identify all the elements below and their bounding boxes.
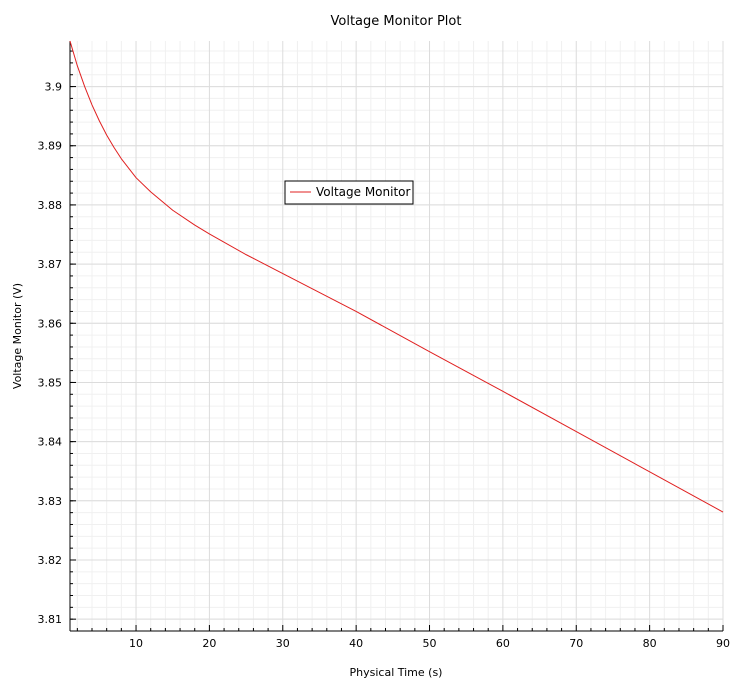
x-tick-label: 50 <box>423 637 437 650</box>
y-tick-label: 3.81 <box>38 613 63 626</box>
x-tick-label: 80 <box>643 637 657 650</box>
y-tick-label: 3.89 <box>38 140 63 153</box>
y-tick-label: 3.85 <box>38 376 63 389</box>
x-tick-label: 10 <box>129 637 143 650</box>
x-tick-label: 20 <box>202 637 216 650</box>
plot-area-frame <box>70 41 723 631</box>
x-tick-label: 90 <box>716 637 730 650</box>
x-tick-label: 70 <box>569 637 583 650</box>
y-tick-label: 3.86 <box>38 317 63 330</box>
series-line-voltage-monitor <box>69 40 724 513</box>
x-tick-label: 40 <box>349 637 363 650</box>
x-axis-ticks: 10 20 30 40 50 60 70 80 90 <box>76 625 730 650</box>
y-tick-label: 3.84 <box>38 436 63 449</box>
major-gridlines <box>70 41 724 631</box>
legend: Voltage Monitor <box>284 180 414 205</box>
x-axis-label: Physical Time (s) <box>350 666 443 679</box>
x-tick-label: 60 <box>496 637 510 650</box>
minor-gridlines <box>70 41 723 632</box>
y-tick-label: 3.83 <box>38 495 63 508</box>
legend-box <box>284 180 414 205</box>
y-axis-label: Voltage Monitor (V) <box>11 283 24 389</box>
series-layer <box>69 40 724 513</box>
y-axis-ticks: 3.81 3.82 3.83 3.84 3.85 3.86 3.87 3.88 3.89 3.9 <box>38 50 76 632</box>
y-tick-label: 3.87 <box>38 258 63 271</box>
x-tick-label: 30 <box>276 637 290 650</box>
chart-title: Voltage Monitor Plot <box>331 14 462 29</box>
y-tick-label: 3.88 <box>38 199 63 212</box>
y-tick-label: 3.82 <box>38 554 63 567</box>
legend-label-voltage-monitor: Voltage Monitor <box>316 185 411 199</box>
y-tick-label: 3.9 <box>45 81 63 94</box>
